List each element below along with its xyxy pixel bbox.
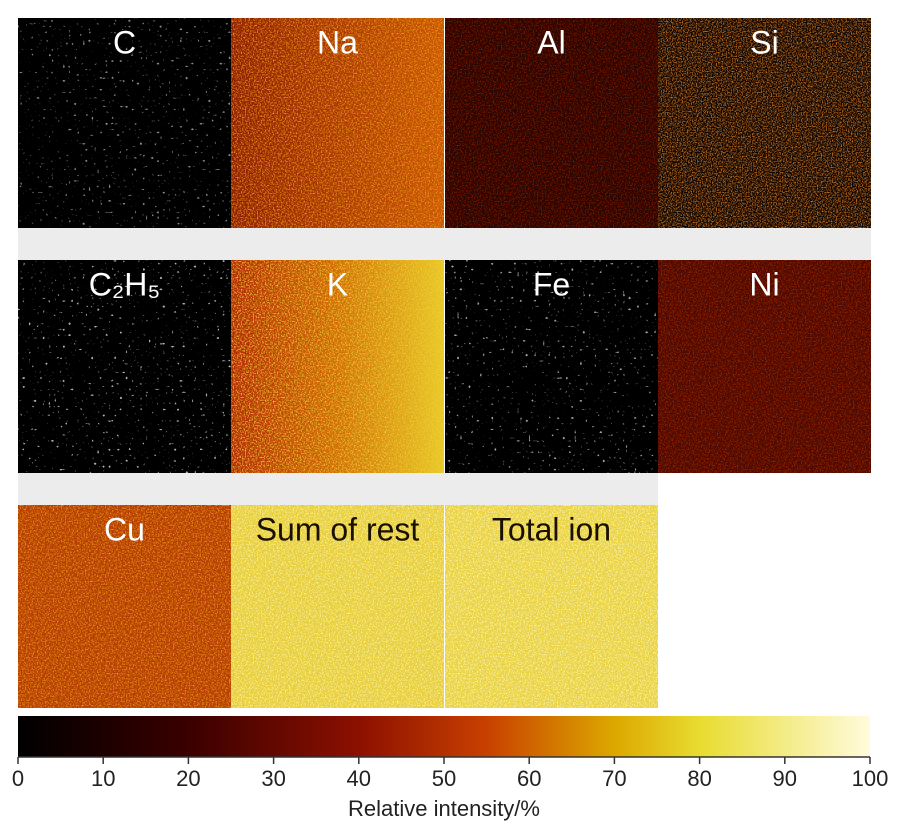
tick-label: 20 — [176, 766, 200, 791]
ion-image: Ni — [658, 260, 871, 473]
image-texture — [658, 18, 871, 228]
panel-label: Na — [317, 24, 358, 60]
panel-label: Total ion — [492, 511, 611, 547]
ion-image: Na — [231, 18, 444, 228]
panel-label: Cu — [104, 511, 145, 547]
image-texture — [231, 18, 444, 228]
panel-label: Al — [537, 24, 565, 60]
tick-label: 90 — [773, 766, 797, 791]
tick-label: 50 — [432, 766, 456, 791]
panel-label: Sum of rest — [256, 511, 420, 547]
colorbar-gradient — [18, 716, 870, 757]
tick-label: 100 — [852, 766, 889, 791]
panel-label: Ni — [749, 266, 779, 302]
tick-label: 40 — [347, 766, 371, 791]
image-texture — [231, 505, 444, 708]
row-gap — [18, 228, 871, 260]
ion-image: C₂H₅ — [18, 260, 231, 473]
ion-image: K — [231, 260, 444, 473]
tick-label: 80 — [687, 766, 711, 791]
panel-label: Si — [750, 24, 778, 60]
ion-image: C — [18, 18, 231, 228]
ion-image: Cu — [18, 505, 231, 708]
image-texture — [445, 505, 658, 708]
ion-image: Sum of rest — [231, 505, 444, 708]
image-texture — [18, 505, 231, 708]
image-texture — [18, 260, 231, 473]
panel-label: C — [113, 24, 136, 60]
image-texture — [658, 260, 871, 473]
tick-label: 0 — [12, 766, 24, 791]
image-texture — [445, 18, 658, 228]
ion-image: Al — [445, 18, 658, 228]
tick-label: 70 — [602, 766, 626, 791]
colorbar-label: Relative intensity/% — [348, 796, 540, 821]
ion-image: Total ion — [445, 505, 658, 708]
panel-label: C₂H₅ — [89, 266, 161, 302]
ion-image: Si — [658, 18, 871, 228]
row-gap — [18, 473, 658, 505]
ion-image: Fe — [445, 260, 658, 473]
panel-label: Fe — [533, 266, 570, 302]
panel-label: K — [327, 266, 348, 302]
colorbar: Relative intensity/% 0 10 20 30 40 50 60 70 80 90… — [12, 716, 888, 821]
image-texture — [445, 260, 658, 473]
image-texture — [231, 260, 444, 473]
panel-grid: C Na Al Si C₂H₅ K Fe Ni Cu Sum of rest Total ion — [18, 18, 871, 708]
tick-label: 30 — [261, 766, 285, 791]
tick-label: 60 — [517, 766, 541, 791]
tick-label: 10 — [91, 766, 115, 791]
image-texture — [18, 18, 231, 228]
